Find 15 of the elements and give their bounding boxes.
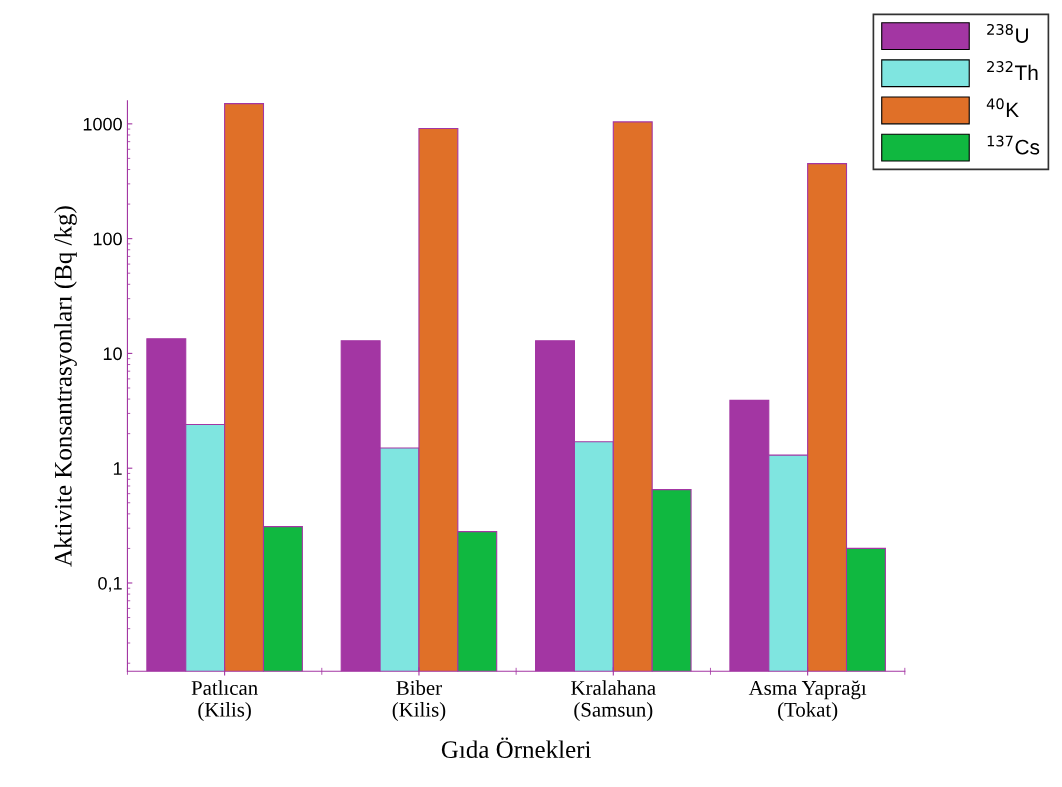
y-tick-label: 100: [93, 232, 122, 246]
legend-label: $^{137}$Cs: [987, 135, 1040, 155]
x-axis-title: Gıda Örnekleri: [441, 737, 591, 759]
y-tick-label: 1000: [83, 117, 122, 131]
legend-label: $^{232}$Th: [987, 61, 1038, 80]
x-tick-label: Kralahana (Samsun): [571, 680, 656, 722]
y-axis-title: Aktivite Konsantrasyonları (Bq /kg): [54, 206, 77, 567]
y-tick-label: 0,1: [98, 576, 122, 592]
legend-label: $^{238}$U: [987, 23, 1028, 43]
y-tick-label: 10: [103, 347, 122, 361]
legend-label: $^{40}$K: [986, 98, 1019, 118]
x-tick-label: Patlıcan (Kilis): [191, 680, 258, 722]
x-tick-label: Biber (Kilis): [392, 680, 446, 722]
x-tick-label: Asma Yaprağı (Tokat): [748, 680, 867, 722]
y-tick-label: 1: [113, 462, 122, 475]
